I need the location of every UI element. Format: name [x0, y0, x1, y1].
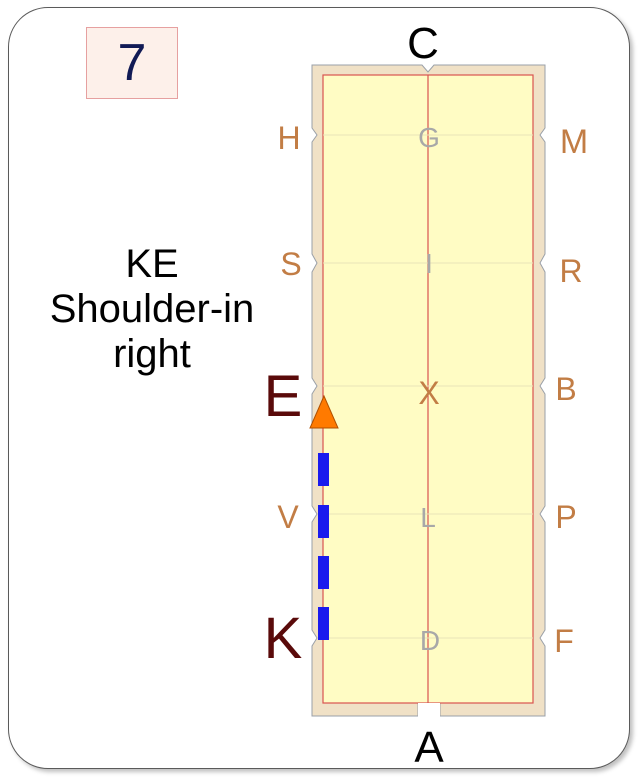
letter-right-2: R: [559, 253, 582, 289]
movement-line-2: Shoulder-in: [49, 287, 255, 331]
letter-left-4: V: [277, 499, 299, 535]
movement-path: [318, 453, 329, 640]
letter-left-3: E: [264, 364, 303, 429]
path-dash: [318, 505, 329, 538]
letter-left-1: H: [277, 120, 300, 156]
letter-right-1: M: [560, 123, 588, 161]
movement-line-1: KE: [125, 242, 179, 286]
cross-lines: [323, 134, 533, 639]
entry-gap: [418, 703, 440, 717]
movement-line-3: right: [113, 332, 191, 376]
letter-center-3: X: [418, 375, 439, 411]
direction-arrow: [309, 394, 339, 429]
letter-right-5: F: [554, 623, 574, 659]
test-number-box: 7: [86, 27, 178, 99]
letter-center-4: L: [420, 502, 436, 533]
letter-left-5: K: [264, 606, 303, 671]
letter-bottom: A: [414, 723, 444, 772]
test-number: 7: [117, 34, 147, 92]
letter-right-3: B: [555, 371, 576, 407]
movement-description: KE Shoulder-in right: [34, 242, 270, 377]
letter-center-2: I: [425, 248, 433, 279]
path-dash: [318, 607, 329, 640]
letter-center-1: G: [418, 122, 440, 153]
letter-center-5: D: [420, 625, 440, 656]
letter-left-2: S: [280, 246, 301, 282]
letter-top: C: [407, 19, 439, 68]
path-dash: [318, 556, 329, 589]
path-dash: [318, 453, 329, 486]
letter-right-4: P: [555, 499, 576, 535]
